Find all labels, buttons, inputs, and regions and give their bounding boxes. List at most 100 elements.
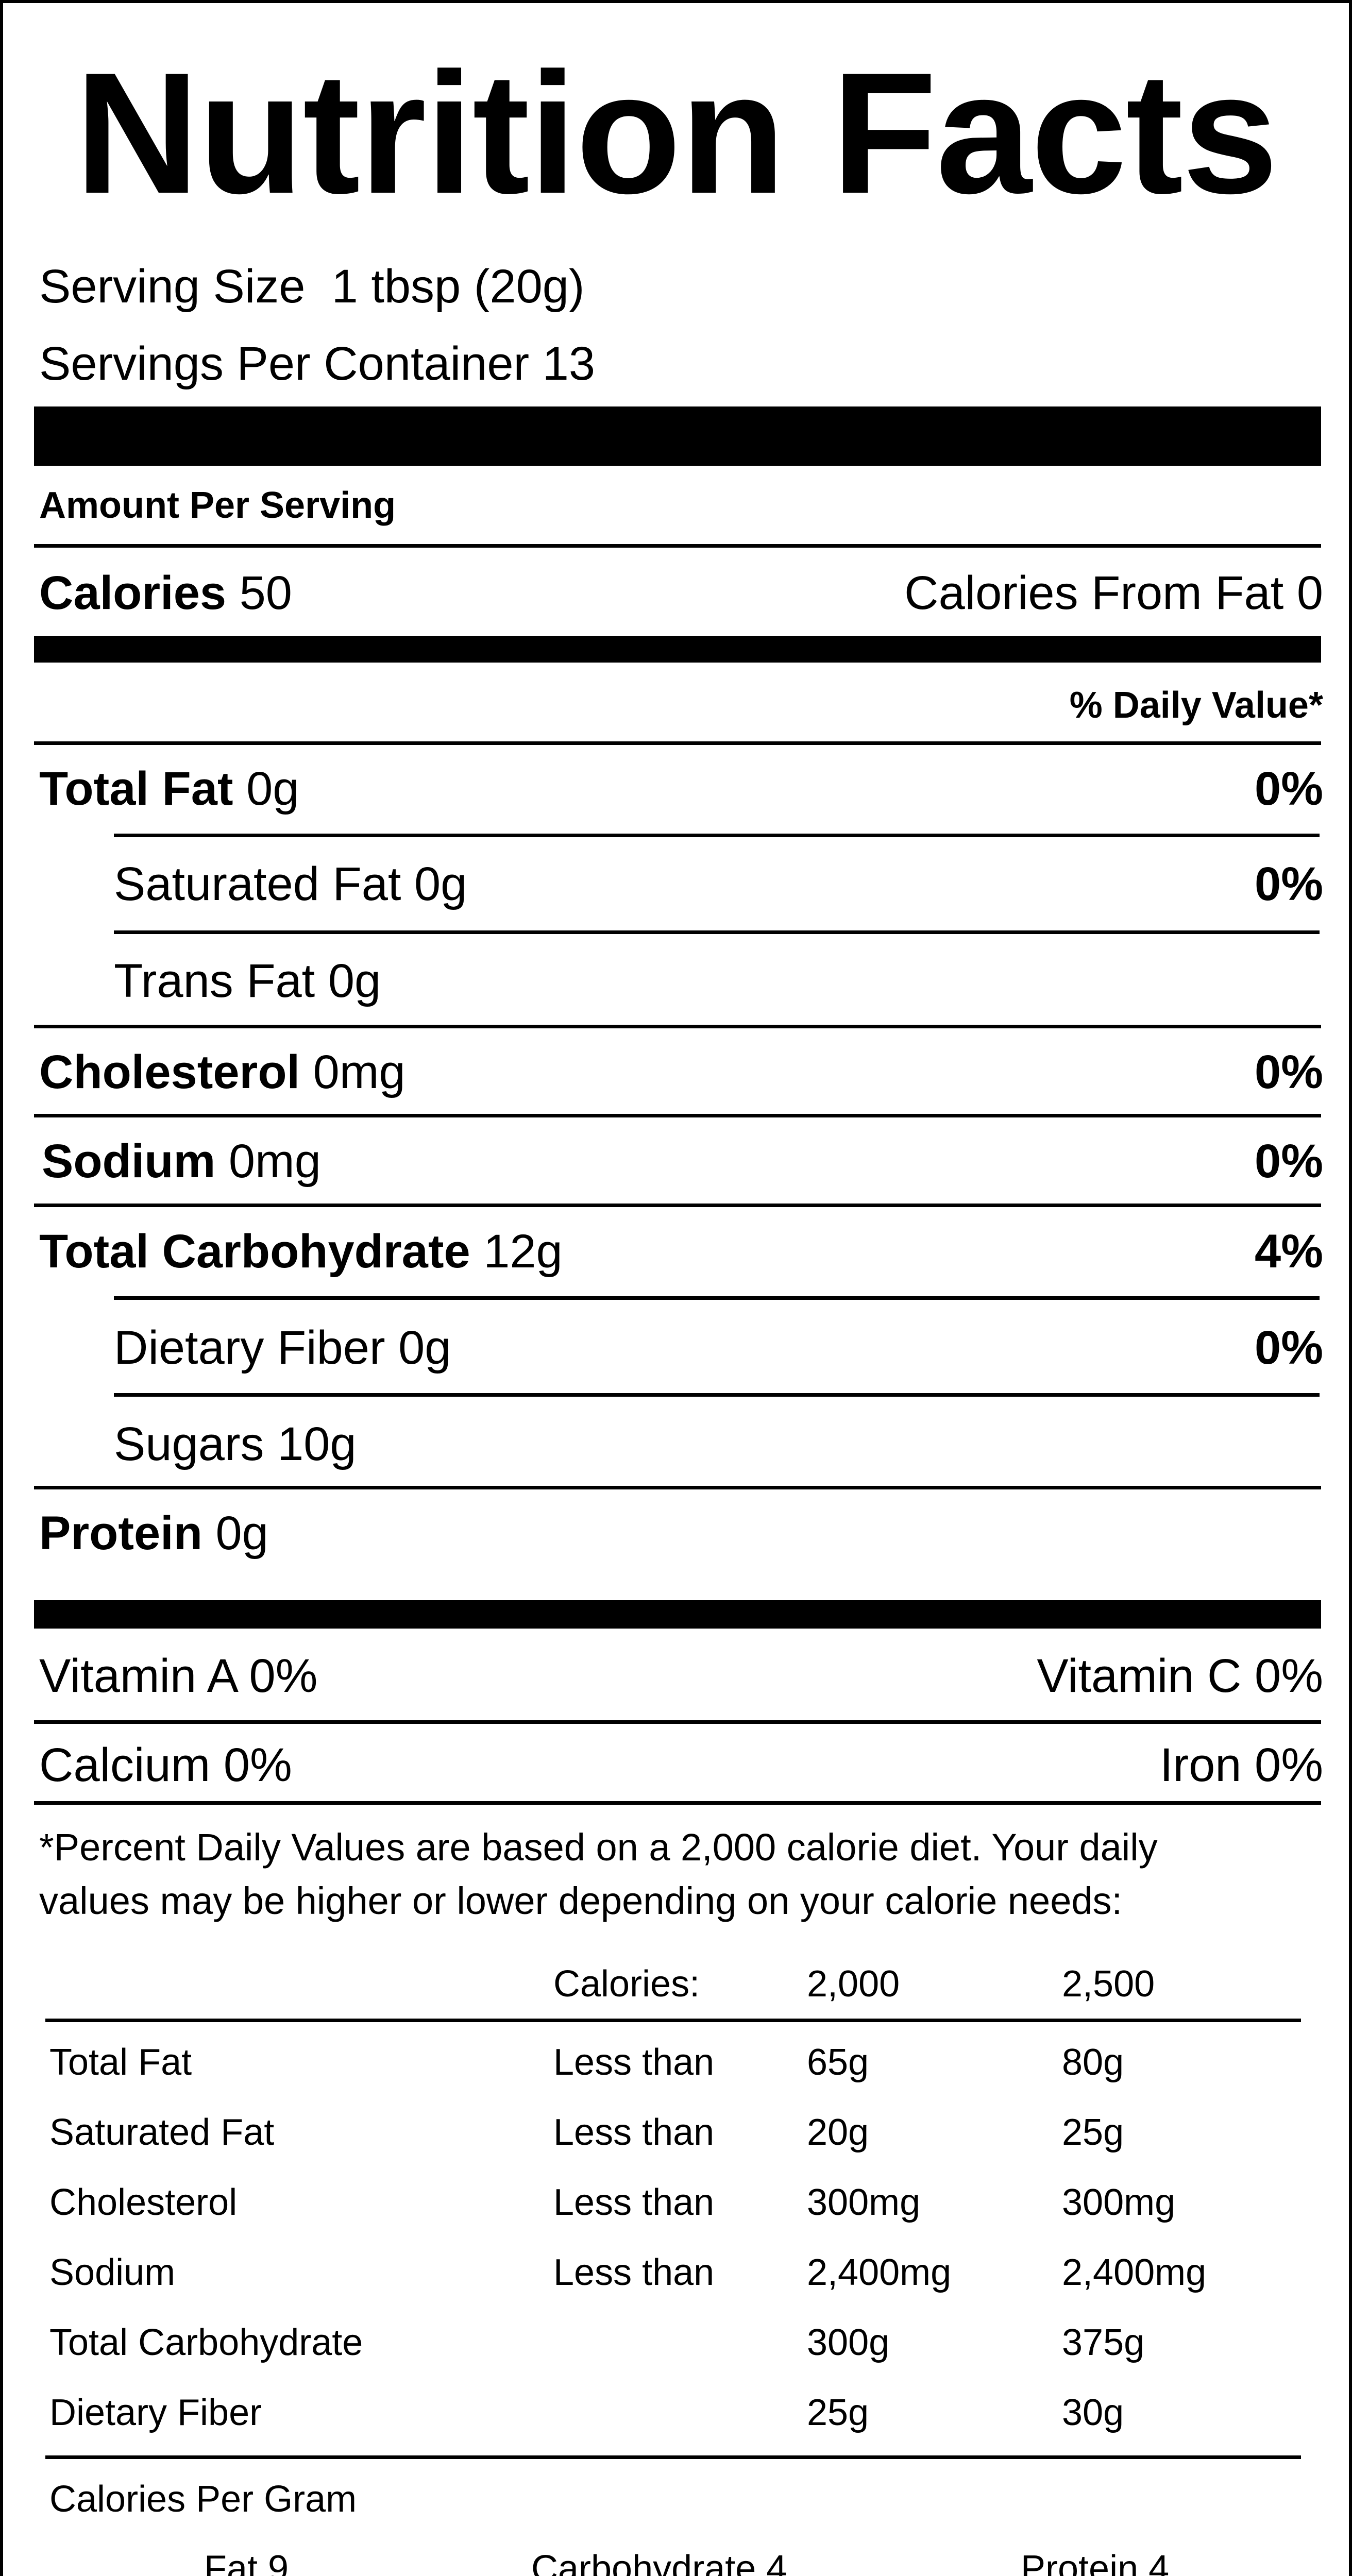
nutrient-total-fat: Total Fat 0g (39, 760, 299, 817)
divider (34, 741, 1321, 745)
nutrient-name: Dietary Fiber (114, 1321, 385, 1374)
divider (34, 1801, 1321, 1805)
dv-table-col1-header: 2,000 (807, 1963, 900, 2005)
nutrient-dv: 0% (1255, 762, 1323, 815)
nutrient-amount: 0g (414, 858, 467, 910)
dv-row-col1: 65g (807, 2042, 869, 2083)
dv-table-col2-header: 2,500 (1062, 1963, 1155, 2005)
dv-row-col2: 80g (1062, 2042, 1124, 2083)
dv-row-nutrient: Saturated Fat (49, 2112, 275, 2153)
daily-value-header: % Daily Value* (1069, 685, 1323, 726)
dv-row-nutrient: Cholesterol (49, 2182, 238, 2223)
dv-row-qualifier: Less than (553, 2252, 715, 2293)
nutrient-name: Sodium (42, 1135, 216, 1188)
divider (34, 1720, 1321, 1724)
dv-row-nutrient: Dietary Fiber (49, 2392, 262, 2433)
divider (114, 1393, 1320, 1397)
nutrient-amount: 10g (277, 1418, 357, 1470)
calories-per-gram-fat: Fat 9 (204, 2548, 289, 2576)
dv-row-nutrient: Total Carbohydrate (49, 2322, 363, 2363)
nutrient-sugars: Sugars 10g (114, 1416, 357, 1472)
footnote-line-2: values may be higher or lower depending … (39, 1879, 1123, 1922)
label-title: Nutrition Facts (75, 37, 1278, 229)
nutrient-name: Cholesterol (39, 1046, 300, 1098)
nutrient-total-carbohydrate: Total Carbohydrate 12g (39, 1223, 563, 1280)
nutrient-cholesterol: Cholesterol 0mg (39, 1044, 405, 1100)
dv-row-col2: 300mg (1062, 2182, 1176, 2223)
nutrient-name: Sugars (114, 1418, 264, 1470)
calories-from-fat: Calories From Fat 0 (904, 565, 1323, 621)
nutrient-name: Trans Fat (114, 955, 315, 1007)
servings-per-container-value: 13 (542, 337, 596, 390)
dv-row-col1: 2,400mg (807, 2252, 952, 2293)
nutrient-saturated-fat: Saturated Fat 0g (114, 856, 467, 912)
thick-divider-top (34, 406, 1321, 466)
calories-value: 50 (239, 567, 292, 619)
servings-per-container-label: Servings Per Container (39, 337, 530, 390)
nutrient-name: Total Carbohydrate (39, 1225, 470, 1278)
dv-row-col2: 25g (1062, 2112, 1124, 2153)
dv-row-qualifier: Less than (553, 2182, 715, 2223)
nutrient-amount: 12g (483, 1225, 563, 1278)
dv-row-col1: 300mg (807, 2182, 921, 2223)
divider (34, 1025, 1321, 1028)
footnote-line-1: *Percent Daily Values are based on a 2,0… (39, 1826, 1158, 1869)
calories-per-gram-protein: Protein 4 (1021, 2548, 1170, 2576)
divider (34, 1114, 1321, 1117)
nutrient-dv: 0% (1255, 858, 1323, 910)
nutrient-protein: Protein 0g (39, 1505, 268, 1562)
dv-row-col2: 2,400mg (1062, 2252, 1207, 2293)
dv-row-qualifier: Less than (553, 2042, 715, 2083)
calories-from-fat-label: Calories From Fat (904, 567, 1284, 619)
dv-row-col1: 25g (807, 2392, 869, 2433)
divider (114, 930, 1320, 934)
nutrient-amount: 0g (246, 762, 299, 815)
dv-row-col1: 20g (807, 2112, 869, 2153)
nutrient-amount: 0g (328, 955, 381, 1007)
dv-row-col2: 375g (1062, 2322, 1145, 2363)
nutrient-name: Saturated Fat (114, 858, 401, 910)
serving-size: Serving Size 1 tbsp (20g) (39, 258, 585, 315)
divider (45, 2455, 1301, 2459)
medium-divider (34, 636, 1321, 663)
nutrient-sodium: Sodium 0mg (42, 1133, 321, 1190)
divider (45, 2019, 1301, 2022)
calories-label: Calories (39, 567, 227, 619)
nutrient-dv: 4% (1255, 1225, 1323, 1278)
iron: Iron 0% (1159, 1739, 1323, 1791)
nutrient-name: Protein (39, 1507, 202, 1560)
calories-from-fat-value: 0 (1296, 567, 1323, 619)
nutrient-amount: 0g (215, 1507, 268, 1560)
divider (34, 544, 1321, 548)
calories-per-gram-carbohydrate: Carbohydrate 4 (531, 2548, 787, 2576)
dv-row-nutrient: Sodium (49, 2252, 176, 2293)
nutrient-trans-fat: Trans Fat 0g (114, 953, 381, 1009)
divider (34, 1204, 1321, 1207)
dv-row-nutrient: Total Fat (49, 2042, 192, 2083)
calcium: Calcium 0% (39, 1739, 292, 1791)
thick-divider-vitamins (34, 1600, 1321, 1629)
nutrient-amount: 0mg (313, 1046, 405, 1098)
calories-per-gram-label: Calories Per Gram (49, 2479, 357, 2520)
dv-table-calories-label: Calories: (553, 1963, 700, 2005)
vitamin-c: Vitamin C 0% (1037, 1650, 1323, 1702)
divider (114, 834, 1320, 837)
dv-row-col1: 300g (807, 2322, 890, 2363)
serving-size-value: 1 tbsp (20g) (331, 260, 585, 313)
servings-per-container: Servings Per Container 13 (39, 335, 595, 392)
nutrient-amount: 0mg (228, 1135, 321, 1188)
nutrient-dietary-fiber: Dietary Fiber 0g (114, 1319, 451, 1376)
nutrient-amount: 0g (398, 1321, 451, 1374)
nutrient-dv: 0% (1255, 1321, 1323, 1374)
dv-row-col2: 30g (1062, 2392, 1124, 2433)
divider (114, 1296, 1320, 1300)
nutrient-name: Total Fat (39, 762, 233, 815)
vitamin-a: Vitamin A 0% (39, 1650, 318, 1702)
divider (34, 1486, 1321, 1489)
nutrient-dv: 0% (1255, 1046, 1323, 1098)
amount-per-serving: Amount Per Serving (39, 485, 396, 526)
nutrient-dv: 0% (1255, 1135, 1323, 1188)
serving-size-label: Serving Size (39, 260, 306, 313)
calories-row: Calories 50 (39, 565, 292, 621)
